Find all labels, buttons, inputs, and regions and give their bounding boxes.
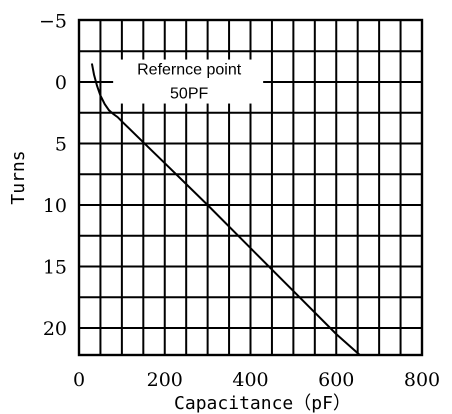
plot-frame [77, 18, 424, 357]
annotation-box [113, 59, 264, 104]
x-tick-label: 600 [318, 369, 354, 391]
x-tick-label: 0 [73, 369, 85, 391]
annotation-line-1: Refernce point [137, 62, 242, 79]
x-tick-labels: 0 200 400 600 800 [73, 369, 440, 391]
x-tick-label: 400 [232, 369, 268, 391]
series-line [90, 63, 361, 356]
y-tick-label: 10 [43, 195, 67, 217]
y-axis-title: Turns [8, 150, 29, 204]
x-tick-label: 800 [404, 369, 440, 391]
y-tick-label: 15 [43, 257, 67, 279]
y-tick-label: 0 [55, 72, 67, 94]
x-axis-title: Capacitance（pF） [174, 393, 351, 414]
y-tick-label: −5 [39, 11, 67, 33]
y-tick-labels: −5 0 5 10 15 20 [39, 11, 67, 341]
y-tick-label: 5 [55, 134, 67, 156]
annotation-line-2: 50PF [170, 86, 208, 103]
x-tick-label: 200 [147, 369, 183, 391]
y-tick-label: 20 [43, 318, 67, 340]
